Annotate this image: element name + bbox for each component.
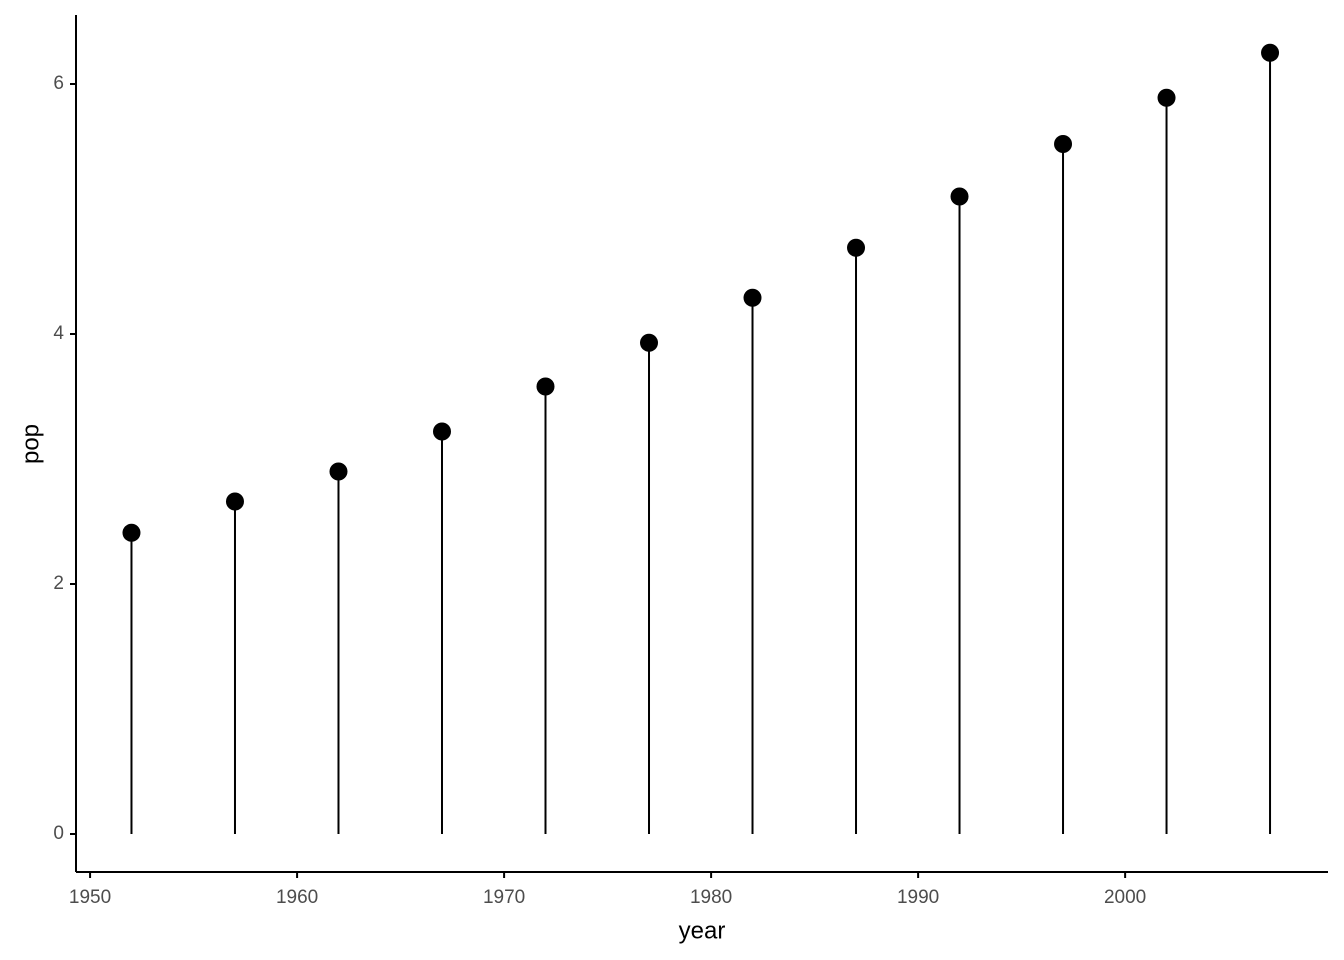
x-tick-label: 1990 — [897, 887, 939, 908]
x-tick-label: 1960 — [276, 887, 318, 908]
dot — [847, 238, 866, 257]
y-tick-label: 6 — [53, 73, 64, 94]
x-tick-label: 1950 — [69, 887, 111, 908]
x-tick-label: 2000 — [1104, 887, 1146, 908]
dot — [536, 377, 555, 396]
dot — [950, 187, 969, 206]
dot — [640, 333, 659, 352]
x-tick-label: 1980 — [690, 887, 732, 908]
dot — [1054, 135, 1073, 153]
x-axis-title: year — [679, 917, 726, 944]
y-tick-label: 4 — [53, 323, 64, 344]
y-tick-label: 0 — [53, 823, 64, 844]
y-tick-label: 2 — [53, 573, 64, 594]
dot — [1261, 43, 1280, 62]
dot — [743, 288, 762, 307]
dot — [225, 492, 244, 511]
dot — [432, 422, 451, 441]
x-tick-label: 1970 — [483, 887, 525, 908]
y-axis-title: pop — [17, 424, 44, 464]
dot — [122, 523, 141, 542]
dot — [329, 462, 348, 481]
dot — [1157, 88, 1176, 107]
